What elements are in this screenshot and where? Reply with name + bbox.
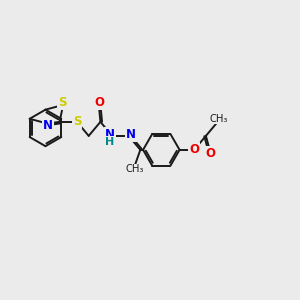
Text: CH₃: CH₃	[210, 114, 228, 124]
Text: O: O	[189, 143, 199, 156]
Text: O: O	[205, 147, 215, 160]
Text: N: N	[43, 119, 53, 132]
Text: N: N	[126, 128, 136, 141]
Text: O: O	[94, 96, 104, 109]
Text: S: S	[73, 116, 82, 128]
Text: S: S	[58, 96, 67, 110]
Text: H: H	[105, 137, 114, 147]
Text: N: N	[105, 128, 115, 141]
Text: CH₃: CH₃	[126, 164, 144, 175]
